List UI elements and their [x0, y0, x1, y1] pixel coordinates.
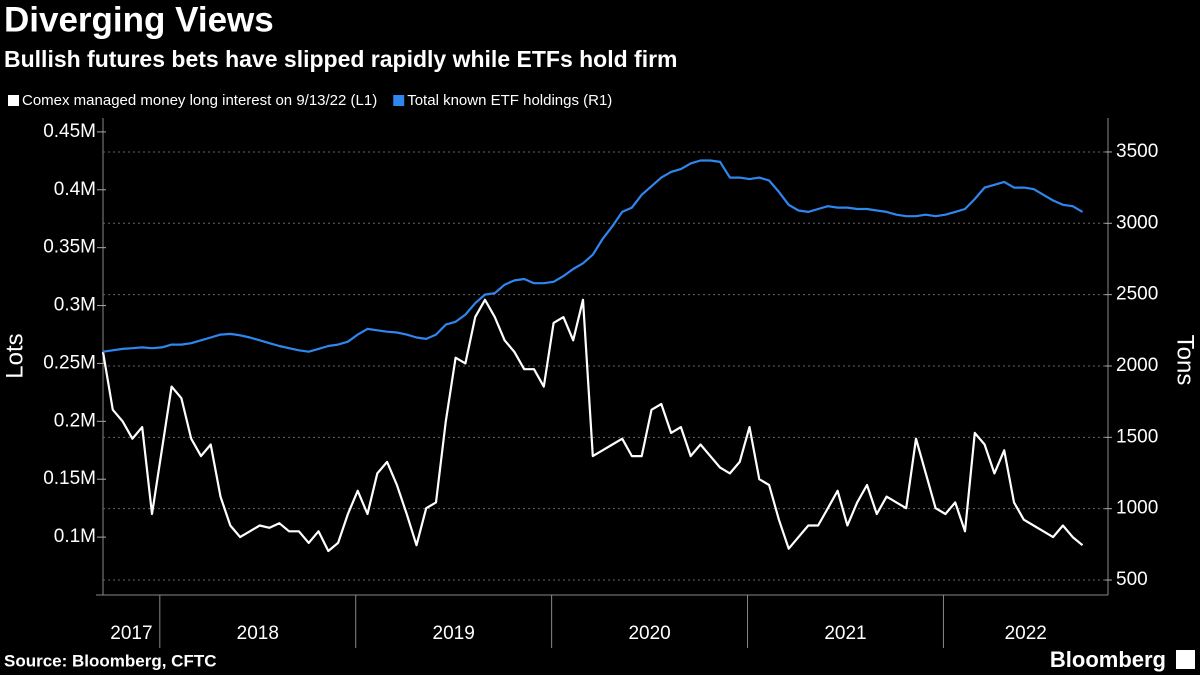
legend-swatch [393, 95, 405, 106]
brand-logo: Bloomberg [1050, 647, 1166, 672]
x-tick-label: 2019 [433, 623, 475, 644]
legend-label: Total known ETF holdings (R1) [407, 92, 612, 109]
y2-axis-label: Tons [1172, 335, 1199, 386]
x-tick-label: 2020 [628, 623, 670, 644]
x-tick-label: 2021 [824, 623, 866, 644]
y-tick-label: 0.25M [43, 352, 96, 373]
y-tick-label: 0.4M [54, 179, 96, 200]
series-line [102, 159, 1084, 353]
y2-tick-label: 3000 [1116, 212, 1158, 233]
y-tick-label: 0.35M [43, 237, 96, 258]
y2-tick-label: 1000 [1116, 498, 1158, 519]
y-axis-label: Lots [1, 333, 28, 378]
y2-tick-label: 2000 [1116, 355, 1158, 376]
chart-title: Diverging Views [4, 0, 274, 39]
y2-tick-label: 1500 [1116, 426, 1158, 447]
y-tick-label: 0.45M [43, 121, 96, 142]
y-tick-label: 0.2M [54, 410, 96, 431]
y-tick-label: 0.1M [54, 526, 96, 547]
x-tick-label: 2018 [237, 623, 279, 644]
legend-label: Comex managed money long interest on 9/1… [22, 92, 377, 109]
x-tick-label: 2017 [110, 623, 152, 644]
y2-tick-label: 3500 [1116, 141, 1158, 162]
x-tick-label: 2022 [1005, 623, 1047, 644]
brand-icon [1176, 650, 1195, 669]
y2-tick-label: 500 [1116, 569, 1148, 590]
legend-swatch [8, 95, 19, 106]
chart-subtitle: Bullish futures bets have slipped rapidl… [4, 46, 678, 72]
y-tick-label: 0.3M [54, 295, 96, 316]
y-tick-label: 0.15M [43, 468, 96, 489]
series-line [101, 298, 1084, 553]
y2-tick-label: 2500 [1116, 284, 1158, 305]
source-note: Source: Bloomberg, CFTC [4, 651, 217, 670]
